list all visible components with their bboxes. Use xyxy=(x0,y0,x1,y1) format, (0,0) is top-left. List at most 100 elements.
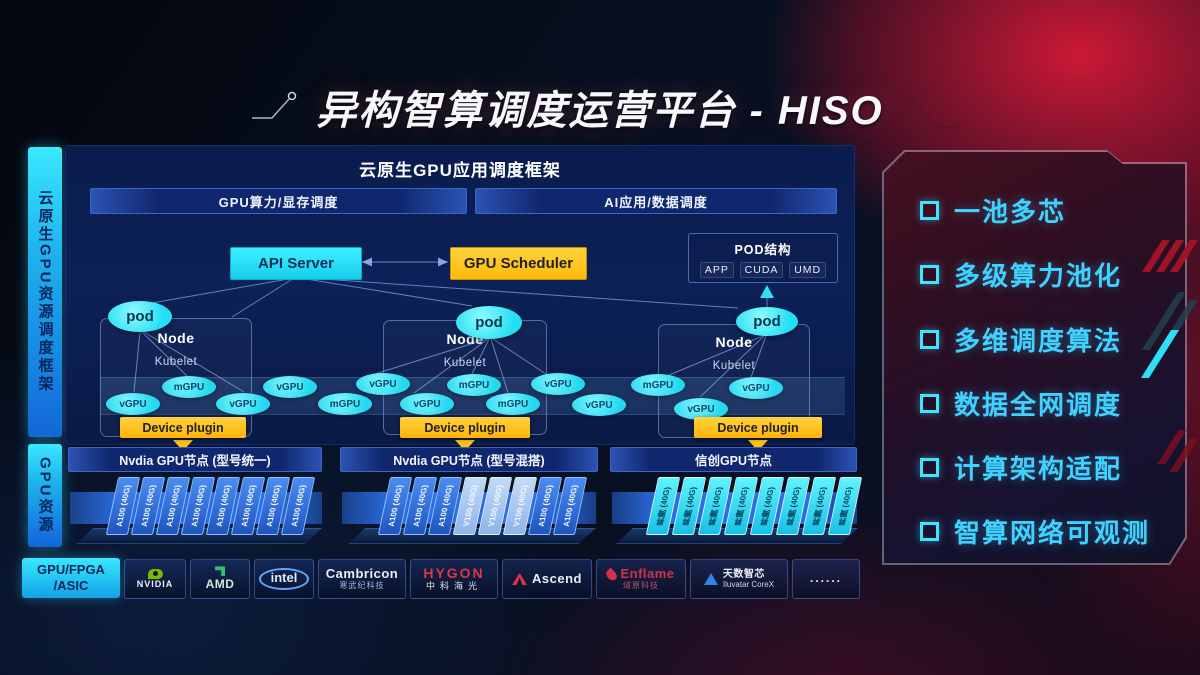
gpu-ellipse-2-label: mGPU xyxy=(173,381,205,393)
gpu-ellipse-13-label: vGPU xyxy=(687,403,715,415)
gpu-ellipse-5-label: mGPU xyxy=(329,398,361,410)
gpu-card-label: A100 (40G) xyxy=(561,485,579,527)
gpu-card-label: A100 (40G) xyxy=(289,485,307,527)
gpu-card-label: A100 (40G) xyxy=(189,485,207,527)
feature-6-label: 智算网络可观测 xyxy=(954,517,1151,548)
feature-item-4: 数据全网调度 xyxy=(920,386,1180,420)
feature-item-5: 计算架构适配 xyxy=(920,450,1180,484)
gpu-ellipse-8-label: mGPU xyxy=(458,379,490,391)
gpu-group2-header: Nvdia GPU节点 (型号混搭) xyxy=(340,447,598,472)
vendor-ascend-label: Ascend xyxy=(532,570,582,586)
gpu-group2-header-label: Nvdia GPU节点 (型号混搭) xyxy=(393,454,545,468)
gpu-ellipse-2: mGPU xyxy=(162,376,216,398)
vendor-nvidia: NVIDIA xyxy=(124,559,186,599)
pod2-label: pod xyxy=(475,314,503,331)
feature-4-label: 数据全网调度 xyxy=(954,389,1123,420)
feature-item-1: 一池多芯 xyxy=(920,193,1180,227)
nvidia-logo-icon xyxy=(147,568,163,579)
gpu-group1-header-label: Nvdia GPU节点 (型号统一) xyxy=(119,454,271,468)
gpu-group3-header: 信创GPU节点 xyxy=(610,447,857,472)
gpu-card-label: 昇腾 (40G) xyxy=(810,486,828,526)
framework-header: 云原生GPU应用调度框架 xyxy=(359,161,561,180)
vendor-amd-label: AMD xyxy=(205,577,235,592)
node1-kubelet: Kubelet xyxy=(154,356,198,368)
device-plugin-3: Device plugin xyxy=(694,417,822,438)
feature-panel xyxy=(884,152,1185,563)
page-title: 异构智算调度运营平台 - HISO xyxy=(316,89,884,133)
gpu-ellipse-12-label: mGPU xyxy=(642,379,674,391)
gpu-scheduler-box: GPU Scheduler xyxy=(450,247,587,280)
pod-item-cuda: CUDA xyxy=(739,262,784,278)
vendor-intel-label: intel xyxy=(258,567,310,591)
vendor-ascend: Ascend xyxy=(502,559,592,599)
chip-types-box: GPU/FPGA /ASIC xyxy=(22,558,120,598)
vendor-enflame: Enflame 燧原科技 xyxy=(596,559,686,599)
vendor-enflame-sub: 燧原科技 xyxy=(623,580,659,590)
gpu-card-label: A100 (40G) xyxy=(386,485,404,527)
gpu-card-label: 昇腾 (40G) xyxy=(654,486,672,526)
vendor-hygon-sub: 中科海光 xyxy=(425,580,482,591)
gpu-ellipse-3-label: vGPU xyxy=(229,398,257,410)
bar-left-label: GPU算力/显存调度 xyxy=(218,194,339,210)
vendor-nvidia-label: NVIDIA xyxy=(136,578,174,589)
gpu-group3-header-label: 信创GPU节点 xyxy=(694,454,773,468)
gpu-card-label: A100 (40G) xyxy=(214,485,232,527)
vendor-cambricon: Cambricon 寒武纪科技 xyxy=(318,559,406,599)
gpu-card-label: A100 (40G) xyxy=(536,485,554,527)
api-server-box: API Server xyxy=(230,247,362,280)
gpu-ellipse-9-label: mGPU xyxy=(497,398,529,410)
vendor-hygon: HYGON 中科海光 xyxy=(410,559,498,599)
gpu-ellipse-6-label: vGPU xyxy=(369,378,397,390)
device-plugin-1-label: Device plugin xyxy=(142,420,224,435)
gpu-ellipse-10: vGPU xyxy=(531,373,585,395)
gpu-ellipse-13: vGPU xyxy=(674,398,728,420)
gpu-ellipse-14: vGPU xyxy=(729,377,783,399)
gpu-ellipse-4-label: vGPU xyxy=(276,381,304,393)
device-plugin-3-label: Device plugin xyxy=(717,420,799,435)
rail-gpu-label: GPU资源 xyxy=(36,456,54,535)
bar-ai-data-scheduling: AI应用/数据调度 xyxy=(475,188,837,214)
feature-1-label: 一池多芯 xyxy=(954,196,1067,227)
feature-5-label: 计算架构适配 xyxy=(954,453,1123,484)
gpu-card-label: A100 (40G) xyxy=(436,485,454,527)
feature-2-label: 多级算力池化 xyxy=(954,260,1123,291)
feature-item-2: 多级算力池化 xyxy=(920,257,1180,291)
gpu-ellipse-14-label: vGPU xyxy=(742,382,770,394)
enflame-logo-icon xyxy=(604,567,620,583)
pod-3: pod xyxy=(736,307,798,336)
vendor-intel: intel xyxy=(254,559,314,599)
node2-kubelet: Kubelet xyxy=(443,357,487,369)
node3-label: Node xyxy=(715,334,753,350)
device-plugin-2: Device plugin xyxy=(400,417,530,438)
amd-logo-icon xyxy=(215,566,225,577)
gpu-ellipse-10-label: vGPU xyxy=(544,378,572,390)
gpu-card-label: V100 (40G) xyxy=(511,485,529,527)
square-bullet-icon xyxy=(920,521,939,541)
gpu-ellipse-7: vGPU xyxy=(400,393,454,415)
bar-right-label: AI应用/数据调度 xyxy=(604,194,708,210)
gpu-ellipse-3: vGPU xyxy=(216,393,270,415)
rail-cloud-native-framework: 云原生GPU资源调度框架 xyxy=(28,147,62,437)
gpu-card-label: 昇腾 (40G) xyxy=(758,486,776,526)
gpu-ellipse-7-label: vGPU xyxy=(413,398,441,410)
pod-structure-title: POD结构 xyxy=(734,243,792,257)
vendor-iluvatar: 天数智芯 Iluvatar CoreX xyxy=(690,559,788,599)
vendor-hygon-label: HYGON xyxy=(423,565,485,582)
iluvatar-logo-icon xyxy=(703,573,718,585)
gpu-ellipse-6: vGPU xyxy=(356,373,410,395)
vendor-more: ...... xyxy=(792,559,860,599)
pod-1: pod xyxy=(108,301,172,332)
gpu-ellipse-12: mGPU xyxy=(631,374,685,396)
gpu-ellipse-5: mGPU xyxy=(318,393,372,415)
gpu-card-label: 昇腾 (40G) xyxy=(706,486,724,526)
gpu-card-label: V100 (40G) xyxy=(461,485,479,527)
gpu-ellipse-11-label: vGPU xyxy=(585,399,613,411)
gpu-scheduler-label: GPU Scheduler xyxy=(463,255,574,272)
pod-item-app: APP xyxy=(699,262,734,278)
gpu-card-label: A100 (40G) xyxy=(114,485,132,527)
gpu-ellipse-11: vGPU xyxy=(572,394,626,416)
node1-label: Node xyxy=(157,330,195,346)
vendor-amd: AMD xyxy=(190,559,250,599)
feature-item-3: 多维调度算法 xyxy=(920,322,1180,356)
